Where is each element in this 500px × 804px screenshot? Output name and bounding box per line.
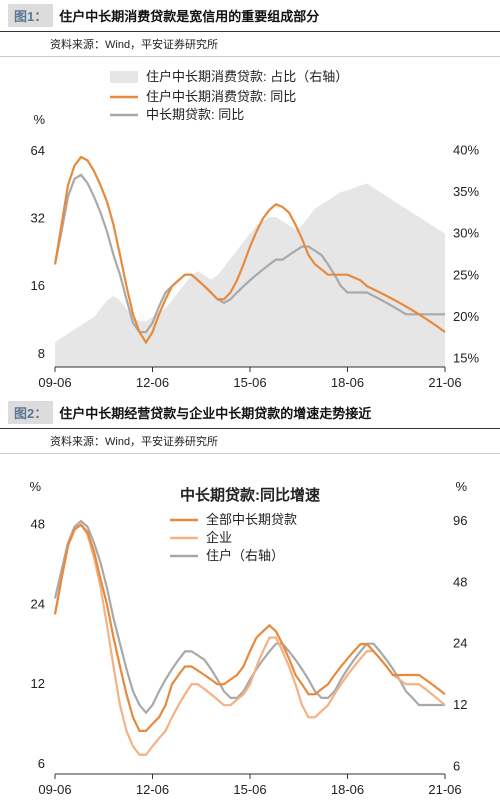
fig2-chart: 6 12 24 48% 6 12 24 48 96% 09-06 12-06 15-06 18-06 21…	[0, 454, 500, 804]
figure-2: 图2： 住户中长期经营贷款与企业中长期贷款的增速走势接近 资料来源：Wind，平…	[0, 397, 500, 804]
svg-text:21-06: 21-06	[428, 782, 461, 797]
svg-text:全部中长期贷款: 全部中长期贷款	[206, 512, 297, 527]
figure-1: 图1： 住户中长期消费贷款是宽信用的重要组成部分 资料来源：Wind，平安证券研…	[0, 0, 500, 397]
svg-text:%: %	[455, 479, 467, 494]
svg-text:中长期贷款:同比增速: 中长期贷款:同比增速	[180, 486, 320, 504]
svg-text:12: 12	[31, 676, 45, 691]
fig2-title: 住户中长期经营贷款与企业中长期贷款的增速走势接近	[59, 403, 371, 422]
svg-text:64: 64	[31, 143, 45, 158]
fig1-chart: 8 16 32 64% 15% 20% 25% 30% 35% 40% 09-06 12-06 15-0…	[0, 57, 500, 397]
fig2-title-bar: 图2： 住户中长期经营贷款与企业中长期贷款的增速走势接近	[0, 397, 500, 429]
svg-text:15%: 15%	[453, 351, 479, 366]
svg-text:12-06: 12-06	[136, 375, 169, 390]
svg-text:09-06: 09-06	[38, 782, 71, 797]
svg-text:6: 6	[38, 756, 45, 771]
svg-text:18-06: 18-06	[331, 782, 364, 797]
svg-text:48: 48	[31, 517, 45, 532]
svg-text:%: %	[33, 112, 45, 127]
svg-text:15-06: 15-06	[233, 375, 266, 390]
svg-text:16: 16	[31, 278, 45, 293]
svg-text:24: 24	[31, 596, 45, 611]
svg-text:住户（右轴）: 住户（右轴）	[206, 548, 284, 563]
svg-text:30%: 30%	[453, 226, 479, 241]
svg-text:09-06: 09-06	[38, 375, 71, 390]
svg-text:8: 8	[38, 346, 45, 361]
fig1-title: 住户中长期消费贷款是宽信用的重要组成部分	[59, 6, 319, 25]
fig2-source: 资料来源：Wind，平安证券研究所	[0, 429, 500, 454]
svg-text:35%: 35%	[453, 184, 479, 199]
svg-text:12: 12	[453, 697, 467, 712]
svg-text:中长期贷款: 同比: 中长期贷款: 同比	[146, 107, 244, 122]
svg-text:18-06: 18-06	[331, 375, 364, 390]
svg-text:住户中长期消费贷款: 占比（右轴）: 住户中长期消费贷款: 占比（右轴）	[146, 69, 348, 84]
svg-text:32: 32	[31, 210, 45, 225]
svg-text:12-06: 12-06	[136, 782, 169, 797]
svg-text:21-06: 21-06	[428, 375, 461, 390]
svg-text:24: 24	[453, 636, 467, 651]
svg-text:48: 48	[453, 574, 467, 589]
svg-text:企业: 企业	[206, 530, 232, 545]
svg-text:20%: 20%	[453, 309, 479, 324]
fig1-source: 资料来源：Wind，平安证券研究所	[0, 32, 500, 57]
fig1-label: 图1：	[8, 4, 53, 27]
svg-text:25%: 25%	[453, 267, 479, 282]
svg-text:40%: 40%	[453, 142, 479, 157]
svg-text:96: 96	[453, 513, 467, 528]
svg-text:15-06: 15-06	[233, 782, 266, 797]
fig1-title-bar: 图1： 住户中长期消费贷款是宽信用的重要组成部分	[0, 0, 500, 32]
fig2-label: 图2：	[8, 401, 53, 424]
svg-text:住户中长期消费贷款: 同比: 住户中长期消费贷款: 同比	[146, 89, 296, 104]
svg-text:%: %	[29, 479, 41, 494]
svg-text:6: 6	[453, 758, 460, 773]
